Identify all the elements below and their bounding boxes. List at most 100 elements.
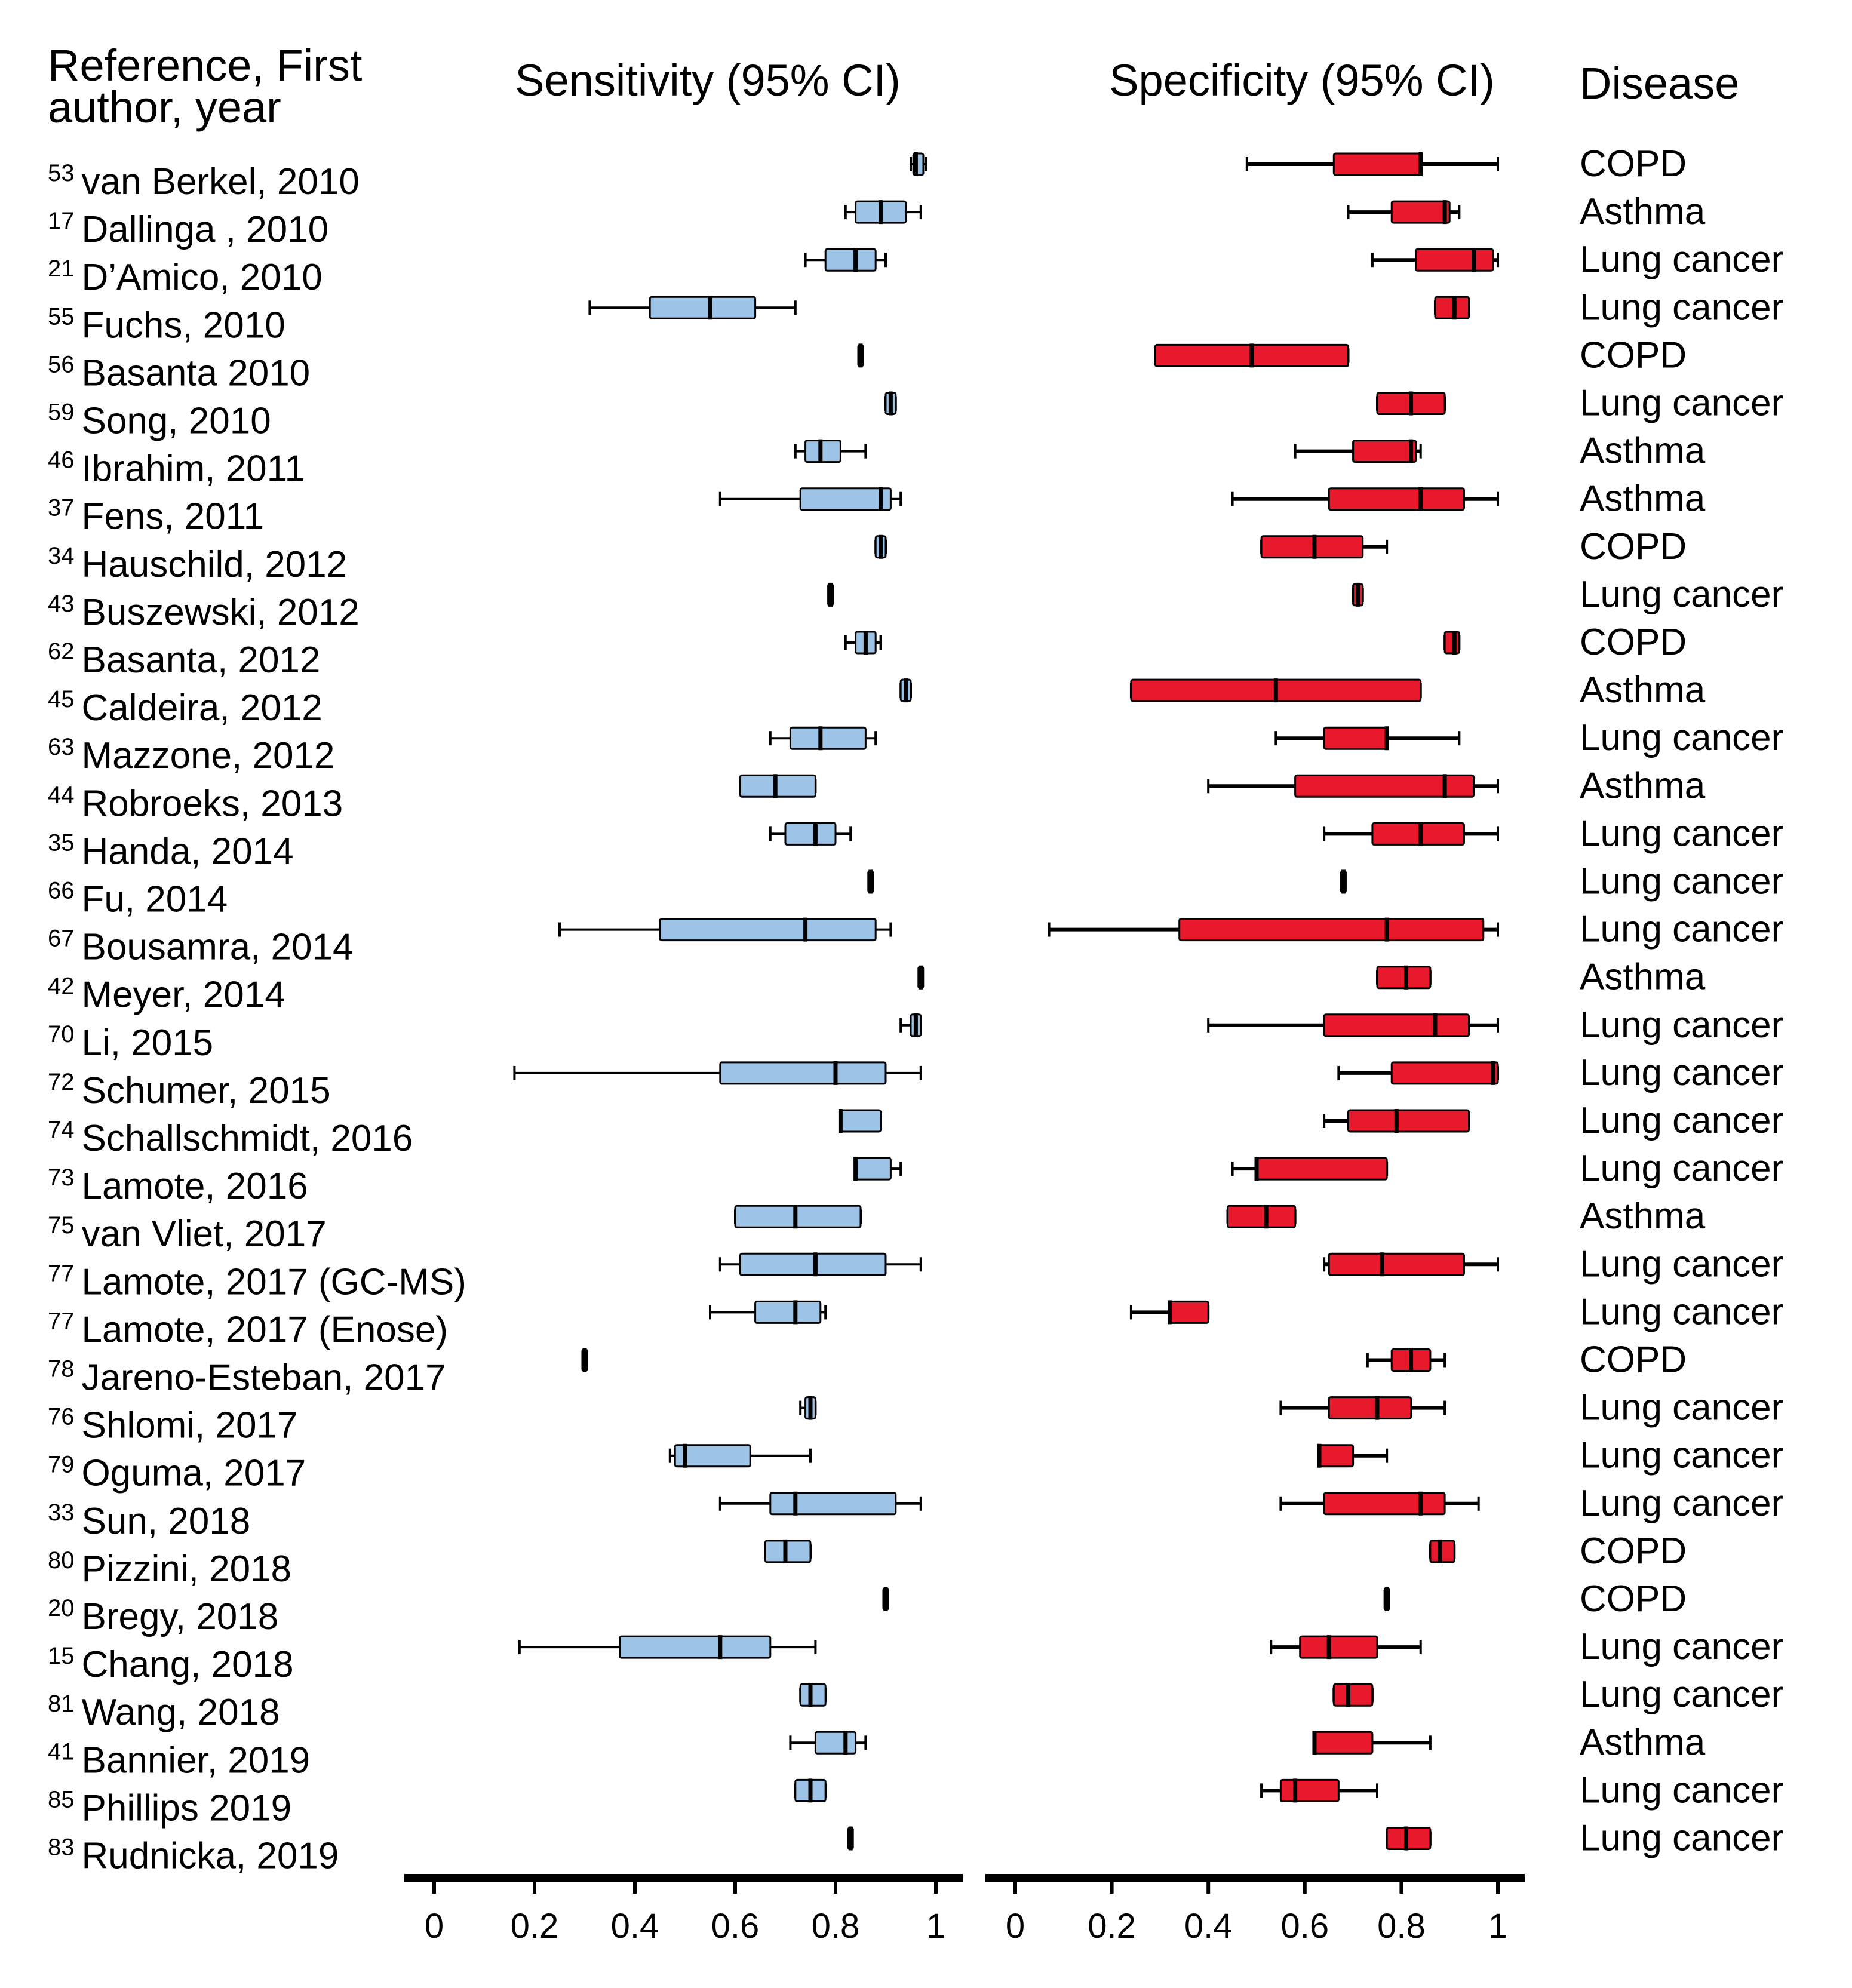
iqr-box — [1323, 1013, 1470, 1037]
sensitivity-axis: 0 0.2 0.4 0.6 0.8 1 — [404, 1874, 963, 1946]
sensitivity-box — [799, 1396, 817, 1420]
study-name: Oguma, 2017 — [82, 1453, 306, 1494]
specificity-box — [1260, 534, 1389, 559]
iqr-box — [1169, 1300, 1209, 1324]
reference-number: 21 — [48, 256, 75, 282]
reference-number: 73 — [48, 1164, 75, 1191]
specificity-header: Specificity (95% CI) — [1109, 56, 1495, 105]
study-label: 67 Bousamra, 2014 — [48, 926, 353, 968]
sensitivity-box — [518, 1635, 817, 1660]
iqr-box — [1294, 774, 1475, 798]
study-row: 59 Song, 2010 Lung cancer — [48, 383, 1783, 442]
study-name: Jareno-Esteban, 2017 — [82, 1357, 446, 1399]
study-label: 55 Fuchs, 2010 — [48, 303, 285, 346]
disease-label: Lung cancer — [1580, 1148, 1783, 1189]
study-row: 85 Phillips 2019 Lung cancer — [48, 1769, 1783, 1829]
tick-label: 0.8 — [1377, 1907, 1426, 1946]
sensitivity-box — [794, 439, 867, 463]
reference-number: 81 — [48, 1691, 75, 1717]
iqr-box — [1299, 1635, 1378, 1659]
study-name: Hauschild, 2012 — [82, 544, 348, 585]
study-label: 74 Schallschmidt, 2016 — [48, 1117, 413, 1159]
study-row: 78 Jareno-Esteban, 2017 COPD — [48, 1339, 1687, 1399]
study-name: D’Amico, 2010 — [82, 257, 323, 298]
study-row: 76 Shlomi, 2017 Lung cancer — [48, 1387, 1783, 1446]
reference-number: 35 — [48, 829, 75, 856]
iqr-box — [1328, 1252, 1465, 1276]
study-row: 66 Fu, 2014 Lung cancer — [48, 861, 1783, 920]
study-row: 80 Pizzini, 2018 COPD — [48, 1531, 1687, 1590]
reference-number: 41 — [48, 1738, 75, 1765]
iqr-box — [769, 1492, 897, 1516]
study-row: 75 van Vliet, 2017 Asthma — [48, 1196, 1706, 1255]
disease-label: Lung cancer — [1580, 1387, 1783, 1428]
iqr-box — [1434, 296, 1470, 319]
study-row: 35 Handa, 2014 Lung cancer — [48, 813, 1783, 872]
study-row: 41 Bannier, 2019 Asthma — [48, 1722, 1706, 1781]
iqr-box — [1352, 440, 1417, 463]
study-name: Song, 2010 — [82, 401, 271, 442]
study-label: 43 Buszewski, 2012 — [48, 591, 360, 633]
study-label: 75 van Vliet, 2017 — [48, 1212, 327, 1255]
reference-header-line-1: Reference, First — [48, 41, 363, 90]
study-label: 59 Song, 2010 — [48, 400, 271, 442]
sensitivity-box — [882, 1587, 889, 1611]
x-axes: 0 0.2 0.4 0.6 0.8 1 0 0.2 0.4 0.6 0.8 1 — [404, 1874, 1525, 1946]
study-label: 79 Oguma, 2017 — [48, 1452, 306, 1494]
sensitivity-box — [899, 678, 912, 703]
sensitivity-box — [844, 631, 882, 655]
iqr-box — [1318, 1444, 1355, 1468]
tick-label: 1 — [1488, 1907, 1507, 1946]
specificity-box — [1323, 1252, 1499, 1277]
study-label: 45 Caldeira, 2012 — [48, 686, 323, 729]
iqr-box — [734, 1205, 862, 1228]
study-name: Basanta 2010 — [82, 352, 311, 394]
specificity-box — [1129, 1300, 1210, 1325]
sensitivity-box — [804, 248, 887, 272]
reference-number: 75 — [48, 1212, 75, 1239]
study-row: 44 Robroeks, 2013 Asthma — [48, 765, 1706, 824]
study-name: Ibrahim, 2011 — [82, 448, 306, 490]
disease-label: COPD — [1580, 526, 1687, 567]
reference-number: 33 — [48, 1500, 75, 1526]
tick-label: 0.2 — [1088, 1907, 1136, 1946]
study-row: 72 Schumer, 2015 Lung cancer — [48, 1052, 1783, 1111]
study-name: Schumer, 2015 — [82, 1070, 331, 1111]
study-row: 62 Basanta, 2012 COPD — [48, 622, 1687, 681]
study-row: 20 Bregy, 2018 COPD — [48, 1578, 1687, 1637]
iqr-box — [1328, 1396, 1412, 1420]
iqr-box — [1371, 822, 1465, 846]
specificity-box — [1207, 774, 1499, 798]
specificity-box — [1340, 869, 1347, 894]
sensitivity-box — [769, 726, 877, 751]
disease-label: Asthma — [1580, 669, 1706, 711]
reference-number: 43 — [48, 591, 75, 617]
study-label: 78 Jareno-Esteban, 2017 — [48, 1356, 446, 1399]
study-name: Li, 2015 — [82, 1022, 214, 1064]
sensitivity-box — [884, 391, 897, 416]
disease-label: Lung cancer — [1580, 1769, 1783, 1811]
sensitivity-box — [857, 343, 864, 368]
disease-label: Lung cancer — [1580, 239, 1783, 280]
iqr-box — [1429, 1540, 1455, 1563]
study-name: Phillips 2019 — [82, 1787, 292, 1829]
reference-number: 83 — [48, 1835, 75, 1861]
study-label: 21 D’Amico, 2010 — [48, 256, 323, 298]
study-name: Shlomi, 2017 — [82, 1405, 298, 1446]
disease-label: Lung cancer — [1580, 383, 1783, 424]
study-name: Lamote, 2016 — [82, 1166, 308, 1207]
specificity-box — [1347, 200, 1461, 225]
study-row: 45 Caldeira, 2012 Asthma — [48, 669, 1706, 729]
sensitivity-box — [827, 582, 834, 607]
iqr-box — [739, 1252, 887, 1276]
disease-label: COPD — [1580, 1339, 1687, 1381]
specificity-box — [1376, 391, 1446, 416]
sensitivity-box — [739, 774, 817, 798]
reference-number: 46 — [48, 447, 75, 474]
study-name: Fens, 2011 — [82, 496, 265, 537]
reference-number: 15 — [48, 1643, 75, 1669]
study-row: 77 Lamote, 2017 (GC-MS) Lung cancer — [48, 1243, 1783, 1302]
reference-number: 67 — [48, 926, 75, 952]
reference-header-line-2: author, year — [48, 82, 281, 132]
